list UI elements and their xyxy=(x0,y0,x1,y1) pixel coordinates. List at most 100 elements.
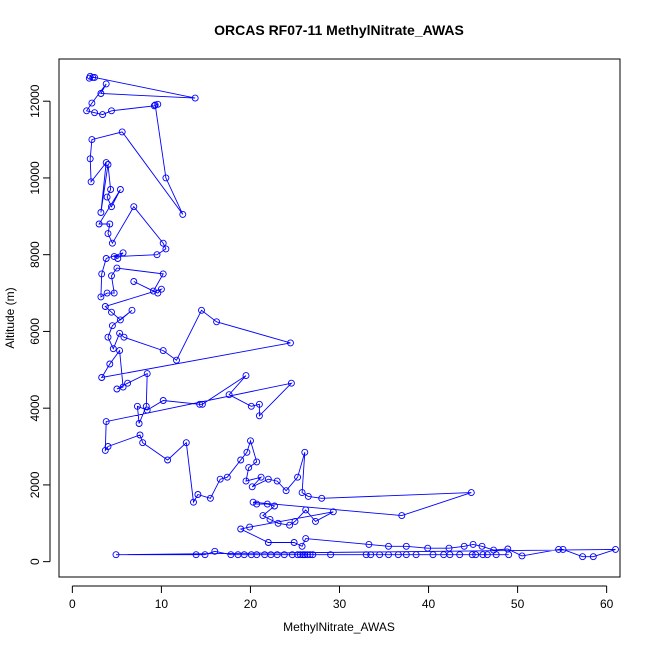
y-axis: 0 2000 4000 6000 8000 10000 12000 xyxy=(28,84,51,565)
data-point xyxy=(225,391,233,399)
data-point xyxy=(119,383,127,391)
data-point xyxy=(246,523,254,531)
data-point xyxy=(91,109,99,117)
data-point xyxy=(302,506,310,514)
data-point xyxy=(109,345,117,353)
data-point xyxy=(153,251,161,259)
data-point xyxy=(362,551,370,559)
data-point xyxy=(198,400,206,408)
data-point xyxy=(266,515,274,523)
data-point xyxy=(196,400,204,408)
data-point xyxy=(113,385,121,393)
data-point xyxy=(104,230,112,238)
data-point xyxy=(157,285,165,293)
data-point xyxy=(287,379,295,387)
data-point xyxy=(483,551,491,559)
data-point xyxy=(253,551,261,559)
data-point xyxy=(243,448,251,456)
data-point xyxy=(106,220,114,228)
data-point xyxy=(151,101,159,109)
data-point xyxy=(298,542,306,550)
data-point xyxy=(97,209,105,216)
data-point xyxy=(104,333,112,341)
data-point xyxy=(237,456,245,464)
data-point xyxy=(130,278,138,285)
data-point xyxy=(104,161,112,168)
data-point xyxy=(104,443,112,450)
series-lines xyxy=(85,75,616,558)
data-point xyxy=(304,492,312,500)
data-point xyxy=(110,289,118,297)
data-point xyxy=(133,402,141,410)
data-point xyxy=(327,551,335,559)
data-point xyxy=(505,551,513,559)
data-point xyxy=(103,289,111,297)
data-point xyxy=(98,374,106,381)
data-point xyxy=(294,473,302,481)
data-point xyxy=(198,306,205,314)
data-point xyxy=(159,270,167,278)
data-point xyxy=(259,512,267,520)
data-point xyxy=(108,239,116,247)
series-points xyxy=(83,72,619,561)
y-tick-label: 10000 xyxy=(28,161,42,195)
data-point xyxy=(288,551,296,559)
data-point xyxy=(107,186,115,193)
data-point xyxy=(255,400,263,408)
data-point xyxy=(87,178,95,186)
data-point xyxy=(192,551,200,559)
data-point xyxy=(213,318,221,326)
data-point xyxy=(299,551,307,559)
x-tick-label: 0 xyxy=(69,597,76,611)
data-point xyxy=(242,372,250,380)
data-point xyxy=(263,500,271,508)
data-point xyxy=(257,473,265,481)
data-point xyxy=(142,402,150,410)
data-point xyxy=(478,542,486,550)
data-point xyxy=(116,329,124,337)
data-point xyxy=(518,552,526,560)
data-point xyxy=(139,439,147,447)
data-point xyxy=(376,551,384,559)
data-point xyxy=(385,551,392,559)
data-point xyxy=(159,347,167,355)
data-point xyxy=(329,508,337,516)
data-point xyxy=(255,412,263,420)
data-point xyxy=(247,402,255,410)
data-point xyxy=(102,255,110,262)
data-point xyxy=(579,553,587,561)
data-point xyxy=(164,456,172,464)
data-point xyxy=(118,128,126,136)
data-point xyxy=(88,99,96,107)
y-tick-label: 8000 xyxy=(28,241,42,268)
data-point xyxy=(446,551,454,559)
data-point xyxy=(412,551,420,559)
data-point xyxy=(194,491,202,498)
x-tick-label: 50 xyxy=(511,597,525,611)
data-point xyxy=(150,102,158,110)
data-point xyxy=(130,203,138,211)
data-point xyxy=(273,551,281,559)
data-point xyxy=(245,464,253,472)
y-axis-label: Altitude (m) xyxy=(3,287,17,348)
data-point xyxy=(298,489,306,497)
x-tick-label: 10 xyxy=(155,597,169,611)
data-point xyxy=(365,540,373,548)
x-axis: 0 10 20 30 40 50 60 xyxy=(69,585,614,611)
data-point xyxy=(216,475,224,483)
data-point xyxy=(102,418,110,426)
data-point xyxy=(291,517,299,525)
data-point xyxy=(154,100,162,108)
data-point xyxy=(456,551,464,559)
data-point xyxy=(445,544,453,552)
data-point xyxy=(179,210,187,218)
data-point xyxy=(162,174,170,182)
data-point xyxy=(108,308,115,316)
x-axis-label: MethylNitrate_AWAS xyxy=(283,620,395,634)
data-point xyxy=(227,551,235,559)
data-point xyxy=(253,458,261,466)
data-point xyxy=(398,512,406,520)
data-point xyxy=(173,356,180,364)
data-point xyxy=(159,397,167,404)
